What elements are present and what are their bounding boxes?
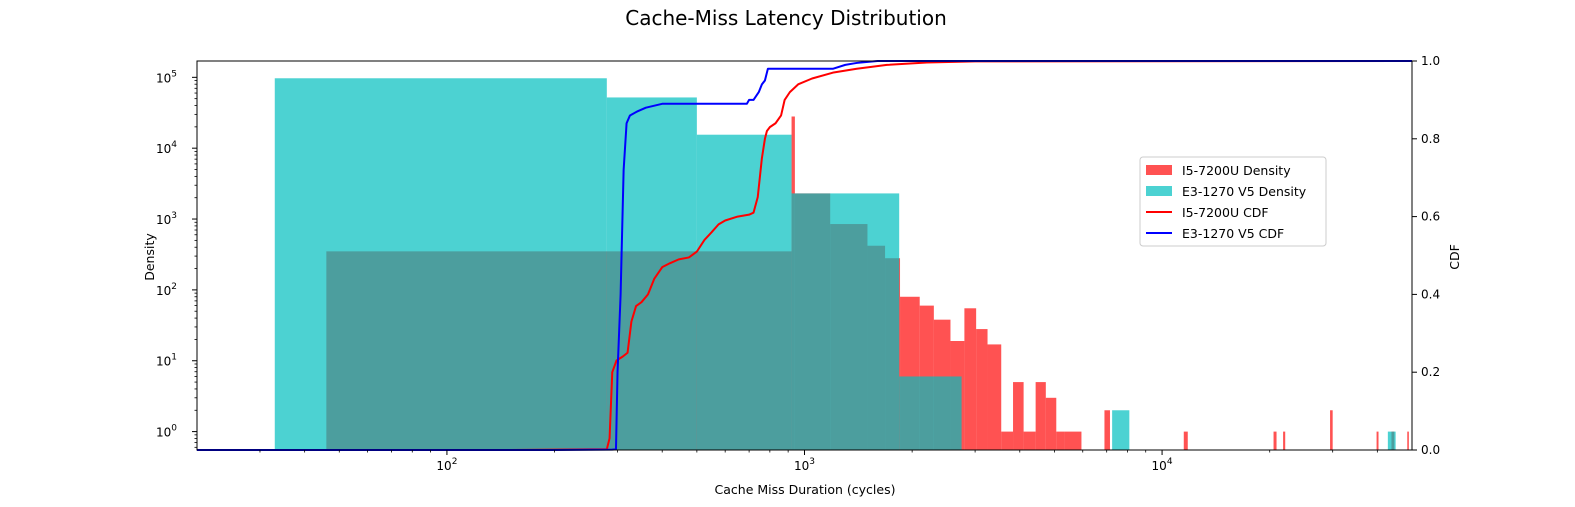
histogram-bar	[1064, 431, 1082, 450]
histogram-bar	[791, 193, 900, 450]
legend-label: I5-7200U Density	[1182, 163, 1291, 178]
histogram-bar	[1283, 431, 1286, 450]
y-tick-label: 103	[156, 211, 177, 227]
histogram-bar	[1330, 410, 1333, 450]
y-tick-label: 101	[156, 353, 177, 369]
y2-tick-label: 0.4	[1421, 287, 1440, 301]
legend-swatch	[1146, 186, 1172, 196]
legend-label: I5-7200U CDF	[1182, 205, 1269, 220]
histogram-bar	[1387, 431, 1396, 450]
histogram-bar	[964, 308, 977, 450]
legend-label: E3-1270 V5 CDF	[1182, 226, 1284, 241]
histogram-bar	[1023, 431, 1036, 450]
y-tick-label: 104	[156, 140, 177, 156]
y-tick-label: 100	[156, 424, 177, 440]
legend-box	[1139, 156, 1327, 247]
legend-swatch	[1146, 165, 1172, 175]
histogram-bar	[1045, 397, 1057, 450]
histogram-bar	[1104, 410, 1110, 450]
y2-tick-label: 0.6	[1421, 210, 1440, 224]
x-tick-label: 102	[436, 457, 457, 473]
y-tick-label: 105	[156, 69, 177, 85]
cdf-line	[197, 60, 1412, 451]
histogram-bar	[274, 78, 607, 451]
x-tick-label: 104	[1152, 457, 1173, 473]
y-axis-label: Density	[142, 233, 157, 281]
histogram-bar	[976, 329, 988, 450]
histogram-bar	[1407, 431, 1409, 450]
cdf-line	[197, 60, 1413, 451]
x-axis-label: Cache Miss Duration (cycles)	[715, 482, 896, 497]
legend-label: E3-1270 V5 Density	[1182, 184, 1307, 199]
cdf-lines-layer	[197, 60, 1413, 451]
y2-tick-label: 0.0	[1421, 443, 1440, 457]
histogram-bar	[1013, 382, 1024, 450]
histogram-bar	[1183, 431, 1188, 450]
x-tick-label: 103	[794, 457, 815, 473]
legend: I5-7200U Density E3-1270 V5 Density I5-720…	[1139, 156, 1327, 247]
histogram-bar	[1001, 431, 1014, 450]
bar-series-1	[274, 78, 1396, 451]
histogram-bar	[1035, 382, 1046, 450]
histogram-bar	[899, 376, 962, 450]
y2-tick-label: 1.0	[1421, 54, 1440, 68]
histogram-bar	[1056, 431, 1065, 450]
y2-tick-label: 0.8	[1421, 132, 1440, 146]
axes-layer: 102 103 104 100 101 102 103 104 105 0.0 0.2 0.4 0.6 0…	[156, 54, 1440, 473]
histogram-bar	[987, 344, 1002, 450]
y2-axis-label: CDF	[1447, 244, 1462, 270]
histogram-bar	[1376, 431, 1379, 450]
chart-title: Cache-Miss Latency Distribution	[625, 6, 947, 30]
histogram-bar	[696, 134, 792, 450]
bars-layer	[274, 78, 1409, 451]
histogram-bar	[1273, 431, 1277, 450]
histogram-bar	[1112, 410, 1130, 450]
y2-tick-label: 0.2	[1421, 365, 1440, 379]
y-tick-label: 102	[156, 282, 177, 298]
